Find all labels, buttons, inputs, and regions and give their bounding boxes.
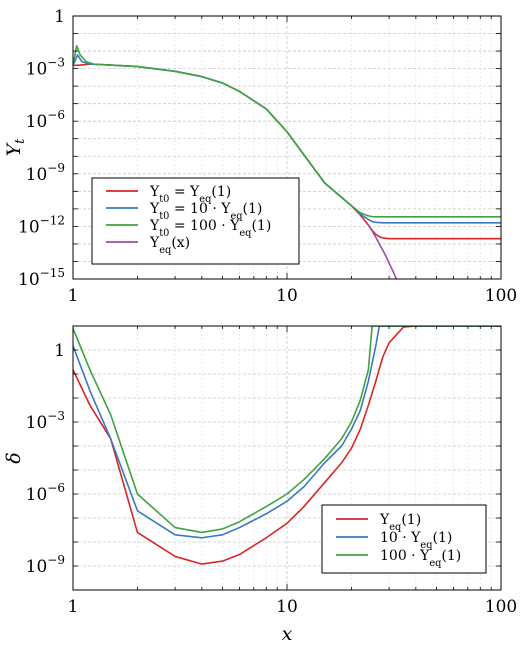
legend-box [91, 177, 300, 265]
y-tick-label: 10−9 [26, 161, 65, 185]
y-axis-label: δ [3, 452, 25, 463]
series-line-3 [73, 326, 501, 534]
y-tick-label: 10−3 [26, 409, 65, 433]
x-tick-label: 10 [276, 286, 298, 306]
tick-marks [72, 15, 502, 280]
x-tick-label: 100 [485, 286, 517, 306]
legend-box [321, 504, 487, 574]
chart-panel-2: 1 10 100 1 10−3 10−6 10−9 δ x Yeq(1)10 · Yeq(1)10… [3, 325, 517, 645]
x-axis-label: x [282, 623, 293, 645]
chart-panel-1: 1 10 100 1 10−3 10−6 10−9 10−12 10−15 Yt Yt0 = Yeq… [3, 7, 517, 306]
legend-entry-2: Yt0 = 10 · Yeq(1) [149, 201, 262, 222]
y-tick-label: 10−6 [26, 481, 65, 505]
x-tick-label: 100 [485, 597, 517, 617]
legend-entry-1: Yt0 = Yeq(1) [149, 184, 231, 205]
y-tick-label: 1 [54, 7, 65, 27]
series-group [73, 44, 501, 279]
series-line-1 [73, 326, 501, 565]
x-tick-label: 10 [276, 597, 298, 617]
y-tick-label: 10−3 [26, 56, 65, 80]
x-tick-label: 1 [68, 597, 79, 617]
legend-entry-3: Yt0 = 100 · Yeq(1) [149, 218, 271, 239]
y-tick-label: 10−6 [26, 108, 65, 132]
series-line-4 [367, 224, 398, 279]
series-line-2 [73, 326, 501, 539]
y-tick-label: 10−12 [18, 213, 65, 237]
legend-entry-2: 10 · Yeq(1) [380, 530, 452, 551]
tick-marks [72, 325, 502, 591]
legend: Yt0 = Yeq(1)Yt0 = 10 · Yeq(1)Yt0 = 100 ·… [91, 177, 300, 265]
y-axis-label: Yt [3, 138, 28, 157]
legend-entry-3: 100 · Yeq(1) [380, 548, 461, 569]
y-tick-label: 10−15 [18, 266, 65, 290]
series-group [73, 326, 501, 565]
y-tick-label: 1 [54, 341, 65, 361]
legend: Yeq(1)10 · Yeq(1)100 · Yeq(1) [321, 504, 487, 574]
series-line-3 [73, 44, 501, 218]
legend-entry-1: Yeq(1) [379, 512, 421, 533]
x-tick-label: 1 [68, 286, 79, 306]
legend-entry-4: Yeq(x) [149, 235, 190, 256]
y-tick-label: 10−9 [26, 553, 65, 577]
